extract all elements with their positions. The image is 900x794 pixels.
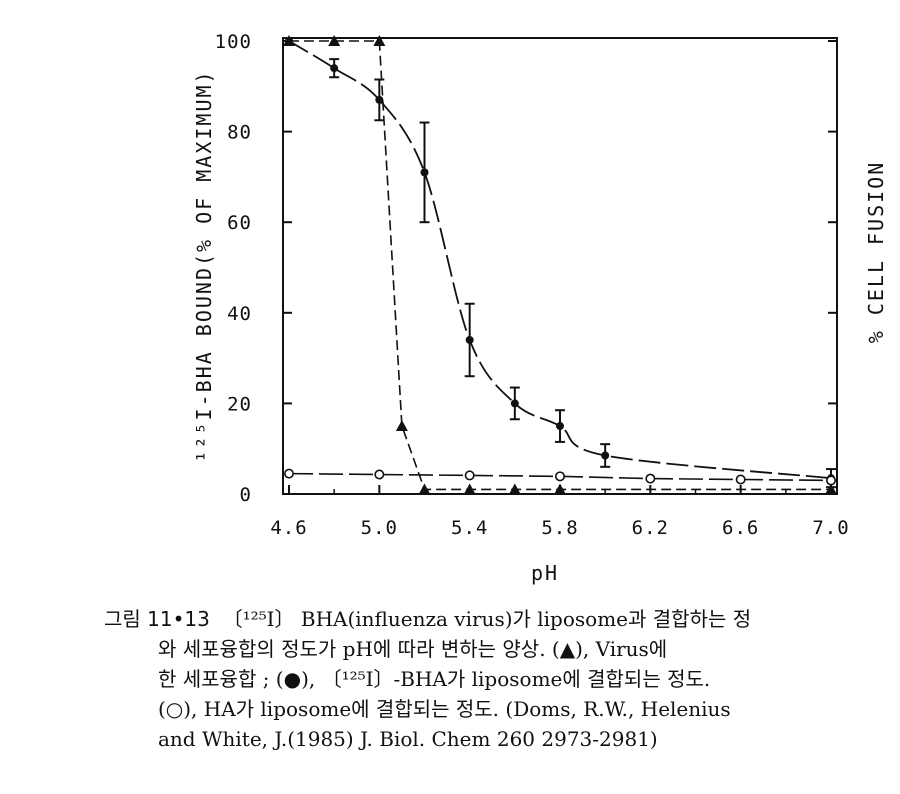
open-circle-marker <box>645 473 656 484</box>
x-tick-label: 6.2 <box>632 517 669 539</box>
x-tick-label: 4.6 <box>270 517 307 539</box>
figure-number: 그림 11•13 <box>104 607 210 631</box>
y-tick-label: 80 <box>227 122 252 144</box>
y-axis-title-right: % CELL FUSION <box>864 161 888 344</box>
caption-text-1: 〔¹²⁵I〕 BHA(influenza virus)가 liposome과 결… <box>222 607 752 631</box>
tick-labels: 4.6 5.0 5.4 5.8 6.2 6.6 7.0 0 20 40 60 80 100 <box>215 31 849 539</box>
triangle-marker <box>825 483 837 495</box>
open-circle-marker <box>374 469 385 480</box>
filled-circle-marker <box>510 399 519 408</box>
filled-circle-marker <box>330 64 339 73</box>
open-circle-marker <box>735 474 746 485</box>
y-tick-label: 40 <box>227 303 252 325</box>
triangle-marker <box>373 35 386 46</box>
triangle-marker <box>463 483 476 495</box>
open-circle-marker <box>825 475 836 486</box>
y-tick-label: 20 <box>227 393 252 415</box>
x-tick-label: 5.4 <box>451 517 488 539</box>
triangle-marker <box>395 420 408 432</box>
y-tick-label: 0 <box>240 484 252 506</box>
y-axis-title-left: ¹²⁵I-BHA BOUND(% OF MAXIMUM) <box>192 69 216 462</box>
triangle-marker <box>508 483 521 495</box>
triangle-marker <box>418 483 431 495</box>
figure-caption: 그림 11•13 〔¹²⁵I〕 BHA(influenza virus)가 li… <box>104 604 900 754</box>
filled-circle-marker <box>556 422 564 431</box>
series-line-filled-circle <box>288 40 832 480</box>
filled-circle-marker <box>285 37 293 45</box>
caption-line-5: and White, J.(1985) J. Biol. Chem 260 29… <box>158 727 658 751</box>
chart: 4.6 5.0 5.4 5.8 6.2 6.6 7.0 0 20 40 60 80 100 pH ¹²⁵… <box>192 31 888 585</box>
caption-line-1: 그림 11•13 〔¹²⁵I〕 BHA(influenza virus)가 li… <box>104 604 900 634</box>
filled-circle-marker <box>420 168 429 177</box>
open-circle-marker <box>283 468 294 479</box>
y-tick-label: 60 <box>227 212 252 234</box>
x-tick-label: 7.0 <box>812 517 849 539</box>
x-axis-title: pH <box>531 561 559 585</box>
caption-line-2: 와 세포융합의 정도가 pH에 따라 변하는 양상. (▲), Virus에 <box>158 637 668 661</box>
filled-circle-marker <box>375 95 384 104</box>
x-tick-label: 6.6 <box>722 517 759 539</box>
filled-circle-marker <box>465 335 474 344</box>
triangle-marker <box>554 483 566 495</box>
caption-line-4: (○), HA가 liposome에 결합되는 정도. (Doms, R.W.,… <box>158 697 731 721</box>
caption-line-3: 한 세포융합 ; (●), 〔¹²⁵I〕-BHA가 liposome에 결합되는… <box>158 667 711 691</box>
y-tick-label: 100 <box>215 31 252 53</box>
markers <box>283 35 837 495</box>
triangle-marker <box>328 35 341 46</box>
filled-circle-marker <box>601 451 610 460</box>
open-circle-marker <box>464 470 475 481</box>
x-tick-label: 5.8 <box>541 517 578 539</box>
x-tick-label: 5.0 <box>361 517 398 539</box>
open-circle-marker <box>554 471 565 482</box>
error-bars <box>329 58 836 489</box>
